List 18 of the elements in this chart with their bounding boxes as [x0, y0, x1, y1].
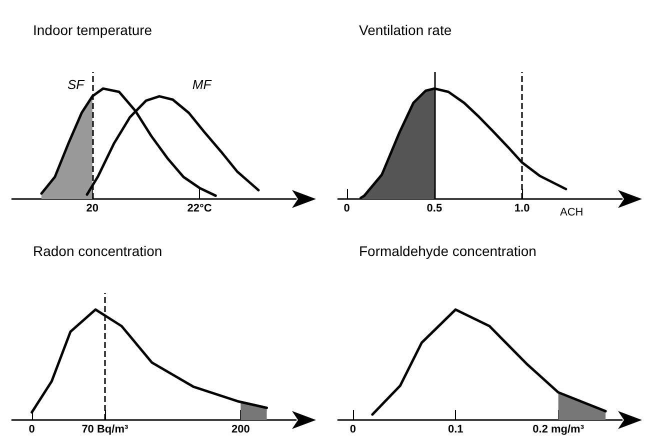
- chart-title: Formaldehyde concentration: [359, 243, 536, 259]
- series-label: MF: [192, 76, 212, 92]
- x-tick-label: 20: [86, 202, 98, 214]
- x-tick-label: 70 Bq/m³: [82, 424, 128, 436]
- x-tick-label: 200: [231, 424, 250, 436]
- chart-title: Indoor temperature: [33, 22, 152, 38]
- chart-title: Radon concentration: [33, 243, 162, 259]
- x-tick-label: 0.2 mg/m³: [532, 424, 584, 436]
- x-tick-label: 22°C: [187, 202, 212, 214]
- chart-title: Ventilation rate: [359, 22, 452, 38]
- series-label: SF: [67, 77, 86, 92]
- x-tick-label: 0.1: [448, 424, 464, 436]
- x-tick-label: 0: [350, 424, 356, 436]
- x-tick-label: 0: [344, 202, 350, 214]
- x-tick-label: 1.0: [514, 202, 530, 214]
- x-tick-label: 0: [28, 424, 35, 436]
- x-tick-label: 0.5: [426, 202, 442, 214]
- x-axis-title: ACH: [560, 206, 584, 218]
